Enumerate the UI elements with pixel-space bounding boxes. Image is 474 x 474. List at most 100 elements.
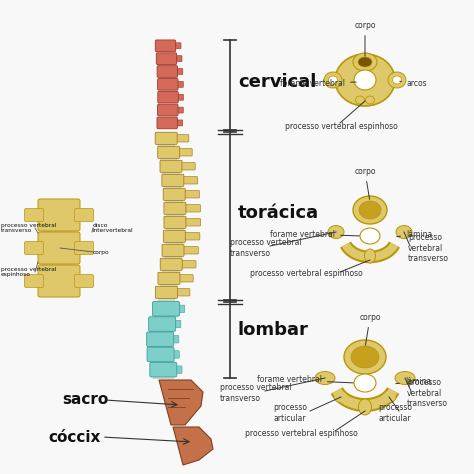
- FancyBboxPatch shape: [183, 219, 201, 226]
- FancyBboxPatch shape: [163, 171, 179, 174]
- Text: processo vertebral espinhoso: processo vertebral espinhoso: [245, 428, 358, 438]
- FancyBboxPatch shape: [74, 241, 93, 255]
- FancyBboxPatch shape: [149, 317, 176, 331]
- FancyBboxPatch shape: [166, 199, 182, 202]
- FancyBboxPatch shape: [155, 132, 177, 145]
- FancyBboxPatch shape: [74, 209, 93, 221]
- Ellipse shape: [365, 96, 374, 104]
- FancyBboxPatch shape: [43, 228, 75, 233]
- FancyBboxPatch shape: [164, 216, 186, 228]
- Ellipse shape: [382, 392, 396, 402]
- FancyBboxPatch shape: [152, 329, 173, 333]
- FancyBboxPatch shape: [179, 163, 195, 170]
- Text: processo vertebral
transverso: processo vertebral transverso: [230, 238, 301, 258]
- Text: lâmina: lâmina: [396, 376, 431, 385]
- FancyBboxPatch shape: [160, 160, 182, 173]
- FancyBboxPatch shape: [158, 272, 180, 284]
- Text: lombar: lombar: [238, 321, 309, 339]
- FancyBboxPatch shape: [147, 347, 174, 362]
- FancyBboxPatch shape: [166, 241, 182, 245]
- Text: corpo: corpo: [354, 167, 376, 199]
- Ellipse shape: [392, 76, 401, 84]
- Text: sacro: sacro: [62, 392, 108, 408]
- FancyBboxPatch shape: [177, 274, 193, 282]
- Text: corpo: corpo: [93, 249, 109, 255]
- Ellipse shape: [353, 196, 387, 224]
- Text: cervical: cervical: [238, 73, 316, 91]
- FancyBboxPatch shape: [175, 289, 190, 296]
- Ellipse shape: [351, 346, 379, 368]
- FancyBboxPatch shape: [177, 149, 192, 156]
- Ellipse shape: [365, 249, 375, 263]
- FancyBboxPatch shape: [183, 205, 201, 212]
- FancyBboxPatch shape: [156, 53, 177, 64]
- FancyBboxPatch shape: [163, 230, 185, 242]
- FancyBboxPatch shape: [175, 120, 182, 126]
- FancyBboxPatch shape: [173, 43, 181, 49]
- Ellipse shape: [395, 372, 415, 384]
- FancyBboxPatch shape: [181, 177, 198, 184]
- Ellipse shape: [353, 53, 377, 71]
- Ellipse shape: [354, 374, 376, 392]
- FancyBboxPatch shape: [160, 258, 182, 270]
- FancyBboxPatch shape: [175, 107, 183, 113]
- FancyBboxPatch shape: [162, 174, 184, 186]
- Text: processo
vertebral
transverso: processo vertebral transverso: [407, 378, 448, 408]
- Text: forame vertebral: forame vertebral: [257, 375, 353, 384]
- FancyBboxPatch shape: [155, 40, 176, 52]
- FancyBboxPatch shape: [161, 283, 177, 287]
- FancyBboxPatch shape: [180, 261, 196, 268]
- Text: processo
vertebral
transverso: processo vertebral transverso: [408, 233, 449, 263]
- FancyBboxPatch shape: [174, 55, 182, 62]
- FancyBboxPatch shape: [167, 227, 183, 230]
- FancyBboxPatch shape: [38, 265, 80, 297]
- Text: processo
articular: processo articular: [378, 403, 412, 423]
- FancyBboxPatch shape: [182, 246, 198, 254]
- Text: corpo: corpo: [354, 21, 376, 56]
- FancyBboxPatch shape: [165, 255, 181, 258]
- Text: forame vertebral: forame vertebral: [280, 79, 356, 88]
- FancyBboxPatch shape: [171, 351, 179, 358]
- Ellipse shape: [328, 76, 337, 84]
- FancyBboxPatch shape: [167, 213, 183, 217]
- FancyBboxPatch shape: [173, 366, 182, 374]
- FancyBboxPatch shape: [158, 91, 178, 103]
- Polygon shape: [159, 380, 203, 425]
- FancyBboxPatch shape: [171, 336, 179, 343]
- Ellipse shape: [315, 372, 335, 384]
- Ellipse shape: [359, 201, 381, 219]
- FancyBboxPatch shape: [156, 314, 176, 318]
- Ellipse shape: [356, 96, 365, 104]
- FancyBboxPatch shape: [153, 375, 173, 379]
- Text: processo
articular: processo articular: [273, 403, 307, 423]
- Text: processo vertebral
transverso: processo vertebral transverso: [220, 383, 292, 403]
- Ellipse shape: [324, 72, 342, 88]
- FancyBboxPatch shape: [162, 244, 184, 256]
- FancyBboxPatch shape: [158, 79, 178, 90]
- Ellipse shape: [388, 72, 406, 88]
- FancyBboxPatch shape: [153, 301, 180, 316]
- Text: arcos: arcos: [400, 79, 428, 88]
- Text: cóccix: cóccix: [48, 429, 100, 445]
- FancyBboxPatch shape: [175, 69, 183, 74]
- Text: processo vertebral espinhoso: processo vertebral espinhoso: [285, 121, 398, 130]
- Ellipse shape: [334, 392, 348, 402]
- Ellipse shape: [328, 226, 344, 238]
- FancyBboxPatch shape: [182, 233, 200, 240]
- FancyBboxPatch shape: [173, 320, 181, 328]
- FancyBboxPatch shape: [175, 82, 183, 87]
- Polygon shape: [173, 427, 213, 465]
- Ellipse shape: [360, 228, 380, 244]
- Ellipse shape: [396, 226, 412, 238]
- FancyBboxPatch shape: [174, 135, 189, 142]
- FancyBboxPatch shape: [182, 191, 200, 198]
- FancyBboxPatch shape: [158, 297, 174, 301]
- FancyBboxPatch shape: [43, 262, 75, 266]
- FancyBboxPatch shape: [164, 185, 181, 189]
- FancyBboxPatch shape: [163, 188, 185, 201]
- FancyBboxPatch shape: [25, 209, 44, 221]
- FancyBboxPatch shape: [164, 202, 186, 214]
- Text: disco
intervertebral: disco intervertebral: [93, 223, 134, 233]
- Text: processo vertebral
espinhoso: processo vertebral espinhoso: [1, 266, 56, 277]
- Ellipse shape: [354, 70, 376, 90]
